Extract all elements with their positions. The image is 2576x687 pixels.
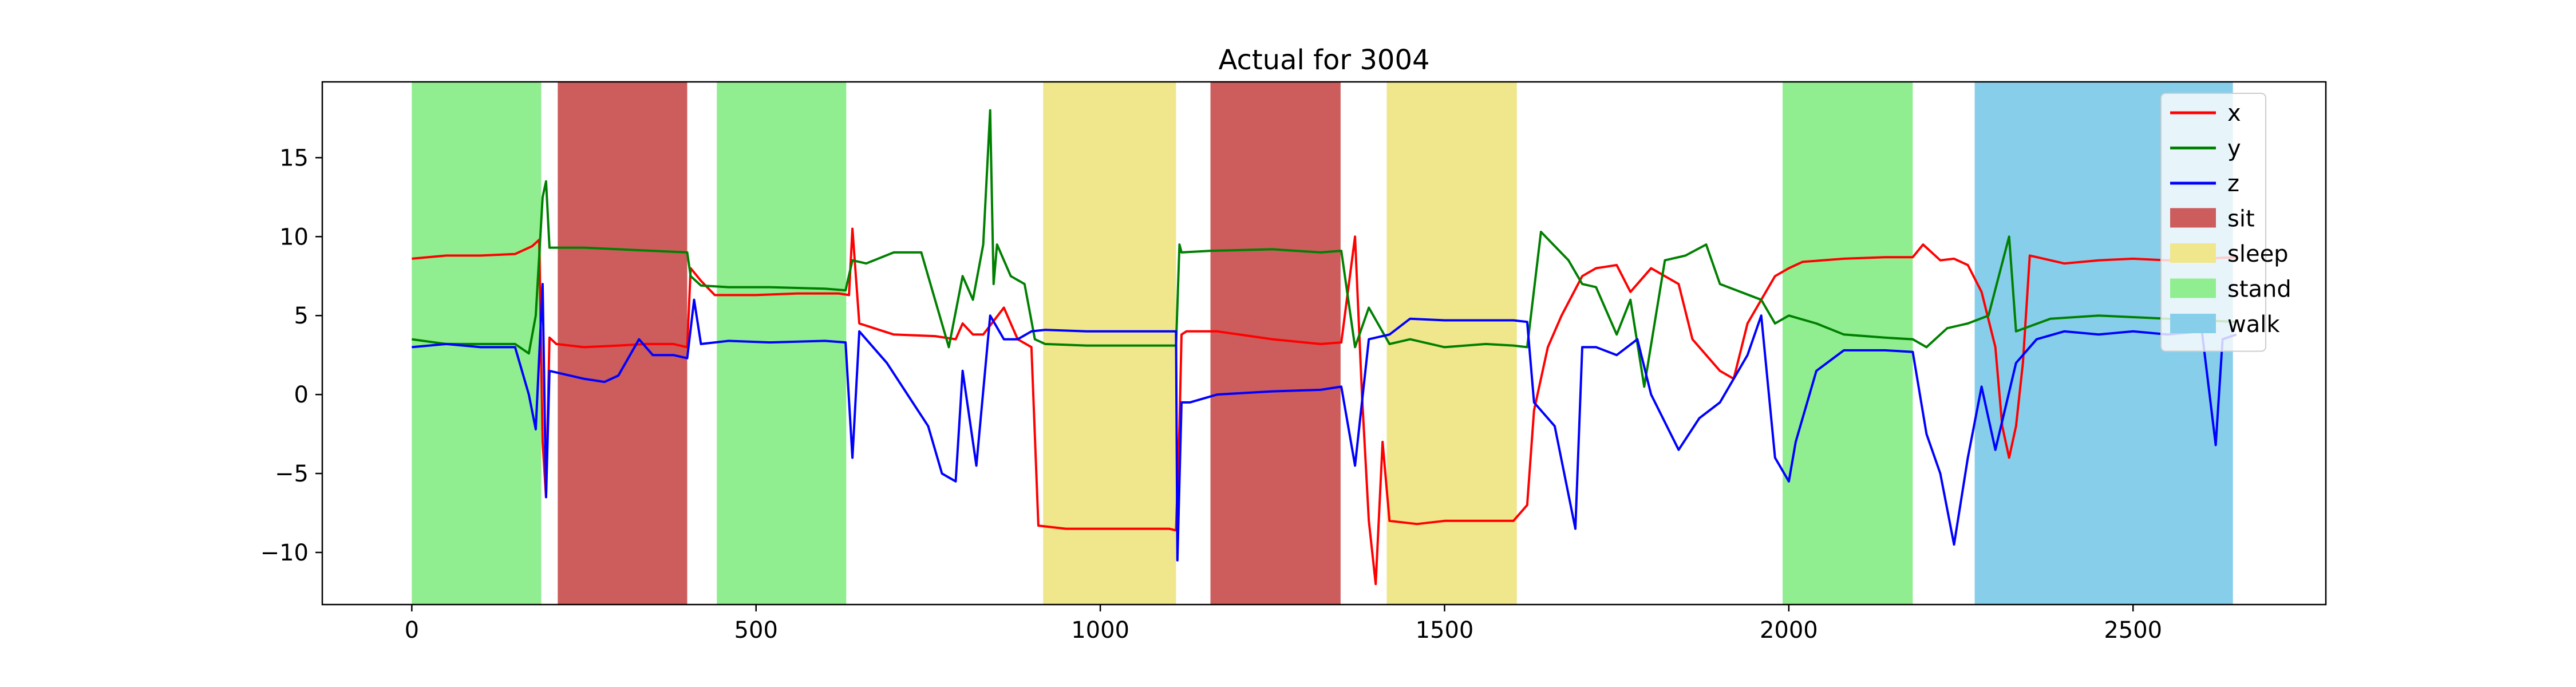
y-axis: −10 −5 0 5 10 15 (260, 145, 322, 566)
legend-label-y: y (2227, 136, 2241, 162)
series-line-z (412, 283, 2237, 562)
plot-frame (321, 81, 2327, 606)
chart-title: Actual for 3004 (1218, 44, 1429, 76)
band-stand-6 (1783, 82, 1913, 605)
x-tick-label: 2500 (2104, 617, 2162, 643)
legend-label-sit: sit (2227, 206, 2255, 232)
legend-swatch-sit (2170, 208, 2216, 228)
series-line-y (412, 109, 2237, 388)
x-tick-label: 1000 (1071, 617, 1129, 643)
legend-label-x: x (2227, 100, 2241, 127)
legend-label-z: z (2227, 171, 2239, 197)
legend: xyz sit sleep stand walk (2160, 93, 2291, 352)
y-tick-label: −10 (260, 540, 309, 566)
legend-label-walk: walk (2227, 311, 2280, 338)
legend-swatch-sleep (2170, 243, 2216, 263)
legend-swatch-walk (2170, 314, 2216, 333)
y-tick-label: 0 (294, 382, 309, 408)
x-axis: 0 500 1000 1500 2000 2500 (405, 605, 2162, 643)
legend-label-sleep: sleep (2227, 241, 2289, 267)
x-tick-label: 1500 (1416, 617, 1474, 643)
x-tick-label: 2000 (1760, 617, 1818, 643)
y-tick-label: 10 (279, 224, 309, 250)
y-tick-label: 5 (294, 303, 309, 329)
y-tick-label: 15 (279, 145, 309, 171)
legend-swatch-stand (2170, 278, 2216, 298)
x-tick-label: 500 (734, 617, 778, 643)
band-sleep-5 (1386, 82, 1517, 605)
x-tick-label: 0 (405, 617, 419, 643)
band-sleep-3 (1043, 82, 1176, 605)
series-lines (412, 109, 2237, 586)
legend-label-stand: stand (2227, 277, 2291, 303)
y-tick-label: −5 (275, 461, 309, 487)
